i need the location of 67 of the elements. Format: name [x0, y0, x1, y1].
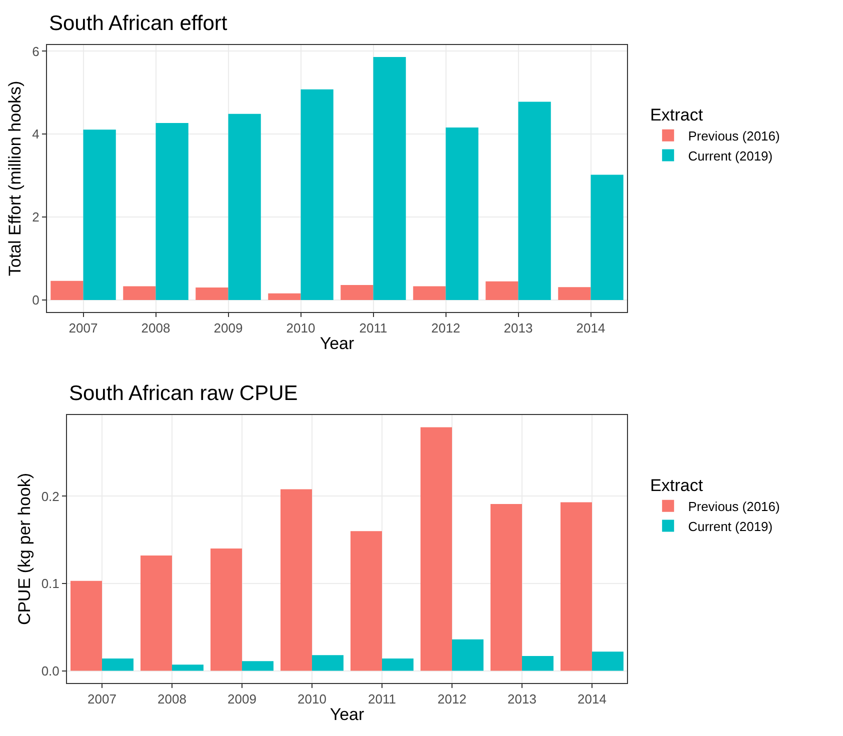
- bar: [280, 489, 312, 671]
- x-tick-label: 2011: [368, 692, 396, 707]
- bar: [172, 664, 204, 671]
- x-tick-label: 2012: [431, 320, 460, 336]
- y-axis-title: Total Effort (million hooks): [6, 80, 25, 276]
- y-axis-title: CPUE (kg per hook): [14, 472, 34, 626]
- x-tick-label: 2013: [504, 320, 533, 336]
- x-tick-label: 2013: [508, 692, 536, 707]
- y-tick-label: 0: [32, 292, 40, 308]
- bar: [50, 280, 84, 300]
- bar: [560, 502, 592, 671]
- legend-label: Previous (2016): [688, 498, 780, 514]
- chart-title: South African raw CPUE: [69, 382, 298, 405]
- y-tick-label: 4: [32, 126, 40, 142]
- x-axis-title: Year: [320, 334, 355, 353]
- bar: [312, 655, 344, 671]
- y-tick-label: 0.2: [41, 488, 60, 504]
- x-tick-label: 2007: [68, 320, 98, 336]
- bar: [518, 102, 551, 300]
- bar: [452, 639, 484, 671]
- bar: [70, 580, 102, 671]
- x-tick-label: 2007: [88, 692, 116, 707]
- bar: [486, 281, 518, 300]
- legend-label: Previous (2016): [688, 128, 780, 144]
- bar: [592, 652, 624, 671]
- bar: [196, 288, 228, 300]
- bar: [156, 122, 188, 300]
- legend-title: Extract: [650, 105, 704, 124]
- bar: [413, 286, 446, 300]
- bar: [228, 114, 261, 300]
- bar: [300, 89, 334, 300]
- bar: [123, 286, 156, 300]
- bar: [382, 658, 414, 671]
- bar: [558, 287, 591, 300]
- x-tick-label: 2011: [359, 320, 388, 336]
- bar: [522, 656, 554, 671]
- x-tick-label: 2009: [228, 692, 256, 707]
- bar: [590, 174, 624, 300]
- chart-title: South African effort: [49, 12, 228, 35]
- bar: [83, 130, 116, 300]
- legend-label: Current (2019): [688, 518, 773, 534]
- x-tick-label: 2014: [576, 320, 606, 336]
- x-tick-label: 2014: [578, 692, 606, 707]
- legend-label: Current (2019): [688, 148, 773, 164]
- bar: [242, 661, 274, 671]
- bar: [340, 285, 374, 300]
- bar: [490, 504, 522, 671]
- bar: [446, 128, 478, 300]
- bar: [102, 658, 134, 671]
- x-tick-label: 2012: [438, 692, 466, 707]
- x-tick-label: 2009: [214, 320, 243, 336]
- x-axis-title: Year: [330, 705, 365, 724]
- y-tick-label: 2: [32, 210, 40, 225]
- bar: [373, 57, 406, 300]
- bar: [350, 531, 382, 671]
- x-tick-label: 2010: [298, 692, 326, 707]
- y-tick-label: 0.1: [41, 576, 60, 592]
- y-tick-label: 6: [32, 44, 40, 59]
- x-tick-label: 2008: [158, 692, 186, 707]
- x-tick-label: 2010: [286, 320, 316, 336]
- x-tick-label: 2008: [141, 320, 170, 336]
- legend-title: Extract: [650, 476, 704, 495]
- bar: [140, 556, 172, 671]
- bar: [420, 427, 452, 671]
- bar: [268, 293, 301, 300]
- y-tick-label: 0.0: [41, 663, 60, 678]
- bar: [210, 548, 242, 671]
